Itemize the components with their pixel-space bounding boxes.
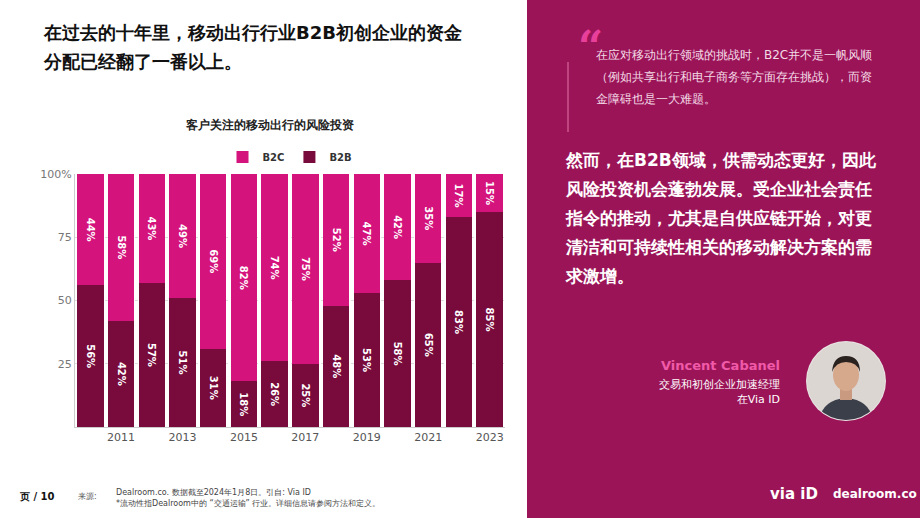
html-text:Dealroom.co. 数据截至2024年1月8日。引自:: Dealroom.co. 数据截至2024年1月8日。引自: Via ID — [116, 488, 311, 497]
svg-text:48%: 48% — [331, 354, 342, 378]
svg-text:17%: 17% — [453, 184, 464, 208]
svg-text:43%: 43% — [146, 216, 157, 240]
svg-text:52%: 52% — [331, 228, 342, 252]
svg-text:51%: 51% — [177, 351, 188, 375]
html-text:Vincent Cabanel: Vincent Cabanel — [661, 358, 780, 373]
svg-text:25%: 25% — [300, 383, 311, 407]
html-text:交易和初创企业加速经理: 交易和初创企业加速经理 — [659, 378, 780, 391]
svg-text:47%: 47% — [361, 221, 372, 245]
html-text:*流动性指Dealroom中的 “交通运输” 行业。详细信息: *流动性指Dealroom中的 “交通运输” 行业。详细信息请参阅方法和定义。 — [116, 499, 381, 508]
svg-text:2011: 2011 — [107, 431, 135, 444]
svg-text:57%: 57% — [146, 343, 157, 367]
svg-text:44%: 44% — [85, 218, 96, 242]
svg-text:25: 25 — [58, 358, 72, 371]
svg-text:49%: 49% — [177, 224, 188, 248]
svg-text:75%: 75% — [300, 257, 311, 281]
svg-text:31%: 31% — [208, 376, 219, 400]
svg-text:B2C: B2C — [263, 152, 285, 163]
svg-text:74%: 74% — [269, 256, 280, 280]
html-text:dealroom.co: dealroom.co — [833, 487, 917, 501]
svg-text:2015: 2015 — [230, 431, 258, 444]
svg-text:B2B: B2B — [329, 152, 351, 163]
svg-text:2019: 2019 — [353, 431, 381, 444]
html-text:在应对移动出行领域的挑战时，B2C并不是一帆风顺（例如共享出: 在应对移动出行领域的挑战时，B2C并不是一帆风顺（例如共享出行和电子商务等方面存… — [596, 48, 873, 106]
svg-text:2023: 2023 — [476, 431, 504, 444]
svg-text:85%: 85% — [484, 308, 495, 332]
html-text:来源:: 来源: — [78, 492, 97, 501]
svg-text:56%: 56% — [85, 344, 96, 368]
html-text:页 / 10: 页 / 10 — [20, 491, 55, 502]
svg-text:50: 50 — [58, 294, 72, 307]
html-text:在过去的十年里，移动出行行业B2B初创企业的资金分配已经翻了: 在过去的十年里，移动出行行业B2B初创企业的资金分配已经翻了一番以上。 — [44, 22, 462, 72]
svg-text:58%: 58% — [392, 342, 403, 366]
svg-text:58%: 58% — [116, 235, 127, 259]
html-text:via iD: via iD — [770, 485, 818, 503]
html-text:在Via ID: 在Via ID — [736, 393, 780, 406]
svg-text:100%: 100% — [40, 168, 71, 181]
svg-text:35%: 35% — [423, 206, 434, 230]
svg-text:18%: 18% — [238, 392, 249, 416]
svg-text:2013: 2013 — [169, 431, 197, 444]
svg-text:客户关注的移动出行的风险投资: 客户关注的移动出行的风险投资 — [185, 118, 354, 132]
svg-text:42%: 42% — [116, 362, 127, 386]
svg-text:75: 75 — [58, 231, 72, 244]
svg-text:69%: 69% — [208, 249, 219, 273]
svg-text:15%: 15% — [484, 181, 495, 205]
svg-text:26%: 26% — [269, 382, 280, 406]
svg-text:82%: 82% — [238, 266, 249, 290]
svg-text:42%: 42% — [392, 215, 403, 239]
svg-text:2021: 2021 — [414, 431, 442, 444]
svg-text:65%: 65% — [423, 333, 434, 357]
svg-text:2017: 2017 — [291, 431, 319, 444]
svg-text:53%: 53% — [361, 348, 372, 372]
html-text:然而，在B2B领域，供需动态更好，因此风险投资机会蓬勃发展。: 然而，在B2B领域，供需动态更好，因此风险投资机会蓬勃发展。受企业社会责任指令的… — [566, 150, 876, 286]
svg-text:83%: 83% — [453, 310, 464, 334]
